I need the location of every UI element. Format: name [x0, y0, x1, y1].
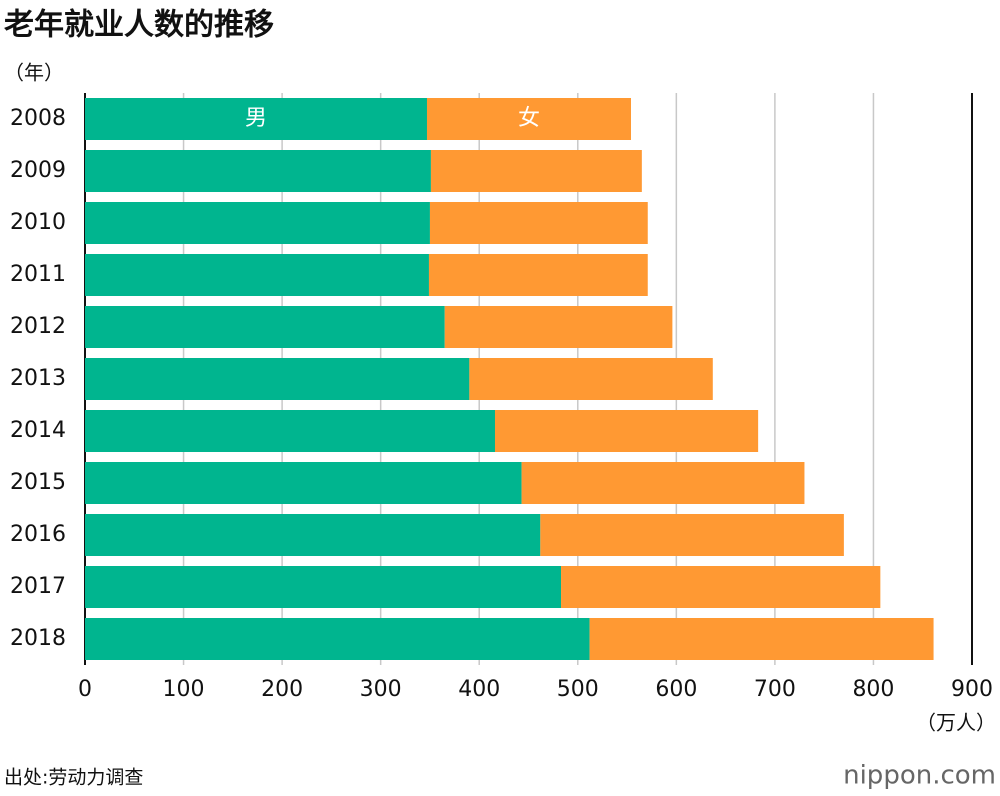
- bar: [426, 98, 631, 140]
- bar: [85, 358, 470, 400]
- bar: [430, 150, 642, 192]
- y-axis-label: （年）: [4, 61, 64, 85]
- y-tick-label: 2015: [10, 470, 66, 495]
- x-tick-label: 0: [78, 677, 92, 702]
- bar: [85, 618, 590, 660]
- x-tick-label: 600: [655, 677, 697, 702]
- bar: [428, 254, 648, 296]
- bar: [85, 150, 431, 192]
- y-tick-label: 2011: [10, 262, 66, 287]
- bar: [85, 566, 562, 608]
- x-tick-label: 300: [360, 677, 402, 702]
- x-axis-label: （万人）: [916, 711, 996, 735]
- legend-label: 男: [245, 106, 267, 131]
- y-tick-label: 2009: [10, 158, 66, 183]
- bar: [85, 462, 522, 504]
- legend-label: 女: [518, 106, 540, 131]
- bar: [444, 306, 673, 348]
- brand: nippon.com: [843, 761, 996, 791]
- y-tick-label: 2008: [10, 106, 66, 131]
- bar: [469, 358, 713, 400]
- y-tick-label: 2014: [10, 418, 66, 443]
- bar: [540, 514, 844, 556]
- x-tick-label: 900: [951, 677, 993, 702]
- bar: [85, 254, 429, 296]
- chart-title: 老年就业人数的推移: [4, 8, 274, 43]
- y-tick-label: 2013: [10, 366, 66, 391]
- y-tick-label: 2012: [10, 314, 66, 339]
- bar: [561, 566, 881, 608]
- x-tick-label: 500: [557, 677, 599, 702]
- y-tick-label: 2016: [10, 522, 66, 547]
- x-tick-label: 400: [458, 677, 500, 702]
- y-tick-label: 2018: [10, 626, 66, 651]
- bar: [85, 98, 427, 140]
- x-tick-label: 700: [754, 677, 796, 702]
- x-tick-label: 100: [163, 677, 205, 702]
- x-tick-label: 200: [261, 677, 303, 702]
- y-tick-label: 2010: [10, 210, 66, 235]
- y-tick-label: 2017: [10, 574, 66, 599]
- bar: [429, 202, 648, 244]
- x-tick-label: 800: [852, 677, 894, 702]
- bar: [85, 410, 495, 452]
- bar: [85, 514, 541, 556]
- bar: [85, 306, 445, 348]
- source: 出处:劳动力调查: [4, 767, 143, 789]
- bar: [85, 202, 430, 244]
- bar: [521, 462, 805, 504]
- bar: [494, 410, 759, 452]
- bar: [589, 618, 934, 660]
